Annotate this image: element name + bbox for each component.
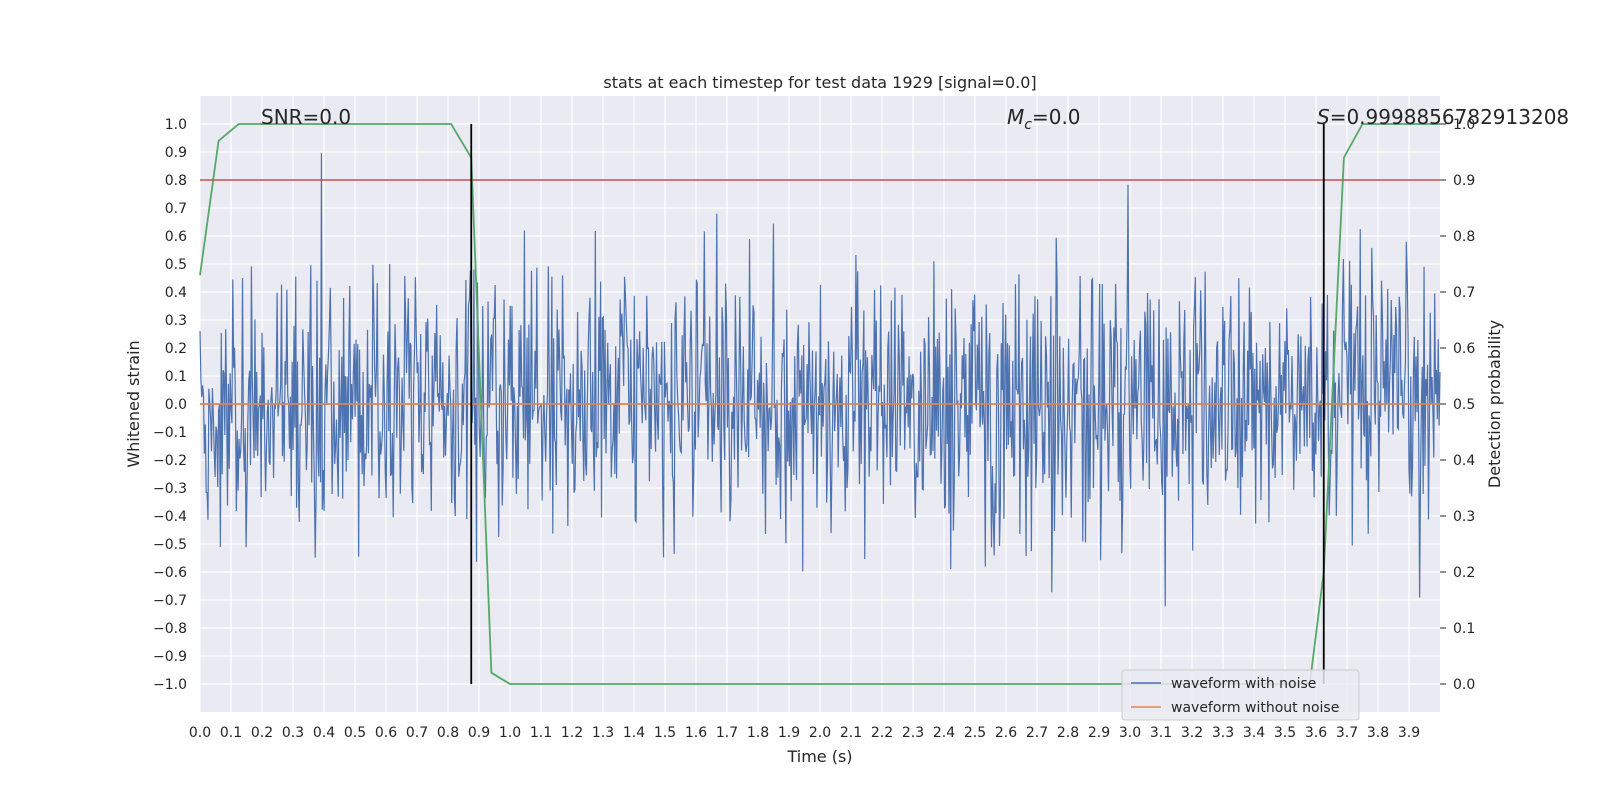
x-tick-label: 0.8 (437, 725, 459, 741)
x-axis-label: Time (s) (786, 747, 852, 766)
y-tick-label: 0.4 (165, 285, 187, 301)
x-tick-label: 2.8 (1057, 725, 1079, 741)
y2-tick-label: 0.3 (1453, 509, 1475, 525)
x-tick-label: 3.7 (1336, 725, 1358, 741)
x-tick-label: 1.7 (716, 725, 738, 741)
chirp-mass-value: =0.0 (1032, 105, 1081, 129)
y2-tick-label: 0.8 (1453, 229, 1475, 245)
y-tick-label: 0.0 (165, 397, 187, 413)
x-tick-label: 2.6 (995, 725, 1017, 741)
y-tick-label: −0.8 (153, 621, 187, 637)
legend-box (1121, 669, 1360, 721)
snr-annotation: SNR=0.0 (261, 105, 351, 129)
y-tick-label: −0.3 (153, 481, 187, 497)
x-tick-label: 1.4 (623, 725, 645, 741)
legend-label-clean: waveform without noise (1171, 700, 1339, 716)
x-tick-label: 1.8 (747, 725, 769, 741)
x-tick-label: 1.1 (530, 725, 552, 741)
y-tick-label: −0.6 (153, 565, 187, 581)
y-tick-label: 0.8 (165, 173, 187, 189)
chirp-mass-subscript: c (1024, 117, 1032, 133)
x-tick-label: 2.0 (809, 725, 831, 741)
x-tick-label: 2.4 (933, 725, 955, 741)
y-tick-label: −0.7 (153, 593, 187, 609)
y-tick-label: 0.5 (165, 257, 187, 273)
y-tick-label: 0.7 (165, 201, 187, 217)
x-tick-label: 1.6 (685, 725, 707, 741)
x-tick-label: 1.9 (778, 725, 800, 741)
x-tick-label: 2.1 (840, 725, 862, 741)
y-tick-label: −0.9 (153, 649, 187, 665)
y-tick-label: −0.5 (153, 537, 187, 553)
x-tick-label: 3.5 (1274, 725, 1296, 741)
series-line-waveform-with-noise (199, 153, 1441, 607)
x-tick-label: 1.5 (654, 725, 676, 741)
x-tick-label: 1.3 (592, 725, 614, 741)
y2-tick-label: 0.7 (1453, 285, 1475, 301)
x-tick-label: 0.1 (220, 725, 242, 741)
y-tick-label: −1.0 (153, 677, 187, 693)
y2-tick-label: 0.4 (1453, 453, 1475, 469)
x-tick-label: 2.9 (1088, 725, 1110, 741)
chirp-mass-symbol: M (1007, 105, 1024, 129)
y-tick-label: 0.3 (165, 313, 187, 329)
series-line-detection-probability (199, 123, 1440, 685)
x-tick-label: 0.3 (282, 725, 304, 741)
y2-tick-label: 0.6 (1453, 341, 1475, 357)
s-symbol: S (1317, 105, 1330, 129)
x-tick-label: 3.9 (1398, 725, 1420, 741)
tick-labels: 0.0 0.1 0.2 0.3 0.4 0.5 0.6 0.7 0.8 0.9 1.0 1.1 1.2 1… (153, 117, 1475, 741)
chirp-mass-annotation: Mc=0.0 (1007, 105, 1081, 133)
y2-tick-label: 1.0 (1453, 117, 1475, 133)
y2-tick-label: 0.0 (1453, 677, 1475, 693)
x-tick-label: 2.7 (1026, 725, 1048, 741)
y-tick-label: 0.6 (165, 229, 187, 245)
x-tick-label: 0.2 (251, 725, 273, 741)
y2-tick-label: 0.2 (1453, 565, 1475, 581)
y-axis-label: Whitened strain (124, 340, 143, 467)
y2-tick-label: 0.5 (1453, 397, 1475, 413)
x-tick-label: 0.5 (344, 725, 366, 741)
s-annotation: S=0.9998856782913208 (1317, 105, 1569, 129)
x-tick-label: 2.2 (871, 725, 893, 741)
x-tick-label: 2.5 (964, 725, 986, 741)
y-tick-label: −0.4 (153, 509, 187, 525)
y-tick-label: 0.1 (165, 369, 187, 385)
x-tick-label: 3.2 (1181, 725, 1203, 741)
x-tick-label: 3.1 (1150, 725, 1172, 741)
y2-tick-label: 0.9 (1453, 173, 1475, 189)
x-tick-label: 0.0 (189, 725, 211, 741)
x-tick-label: 2.3 (902, 725, 924, 741)
x-tick-label: 3.3 (1212, 725, 1234, 741)
x-tick-label: 0.7 (406, 725, 428, 741)
y-tick-label: 0.2 (165, 341, 187, 357)
y2-tick-label: 0.1 (1453, 621, 1475, 637)
y-tick-label: 1.0 (165, 117, 187, 133)
chart-title: stats at each timestep for test data 192… (603, 73, 1036, 92)
x-tick-label: 0.6 (375, 725, 397, 741)
y-tick-label: −0.2 (153, 453, 187, 469)
x-tick-label: 0.9 (468, 725, 490, 741)
legend: waveform with noise waveform without noi… (1121, 669, 1360, 721)
y-tick-label: −0.1 (153, 425, 187, 441)
s-value: =0.9998856782913208 (1330, 105, 1569, 129)
y2-axis-label: Detection probability (1485, 320, 1504, 488)
x-tick-label: 3.8 (1367, 725, 1389, 741)
x-tick-label: 3.6 (1305, 725, 1327, 741)
x-tick-label: 3.4 (1243, 725, 1265, 741)
x-tick-label: 0.4 (313, 725, 335, 741)
x-tick-label: 3.0 (1119, 725, 1141, 741)
x-tick-label: 1.0 (499, 725, 521, 741)
y-tick-label: 0.9 (165, 145, 187, 161)
x-tick-label: 1.2 (561, 725, 583, 741)
reference-lines (199, 123, 1440, 685)
legend-label-noise: waveform with noise (1171, 676, 1316, 692)
